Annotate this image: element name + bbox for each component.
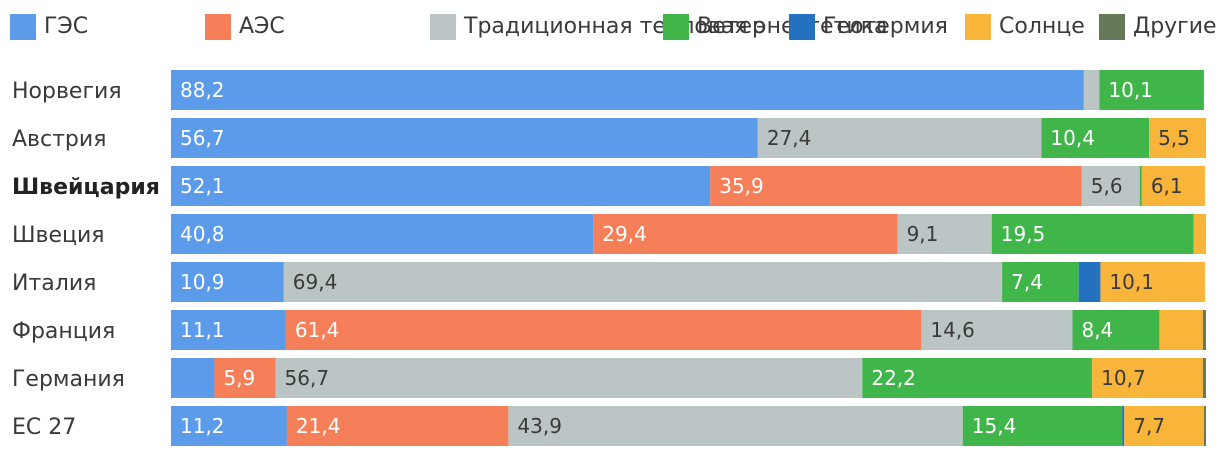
bar-segment — [1099, 70, 1204, 110]
bar-segment — [962, 406, 1123, 446]
bar-segment — [1159, 310, 1203, 350]
bar-segment — [283, 262, 1003, 302]
data-label: 27,4 — [767, 126, 812, 150]
bar-segment — [1072, 310, 1160, 350]
bar-segment — [1092, 358, 1203, 398]
data-label: 9,1 — [907, 222, 939, 246]
legend-swatch — [1099, 14, 1125, 40]
bar-segment — [285, 310, 922, 350]
bar-segment — [171, 358, 215, 398]
data-label: 10,1 — [1109, 270, 1154, 294]
bar-segment — [1202, 358, 1206, 398]
data-label: 5,6 — [1091, 174, 1123, 198]
bar-segment — [921, 310, 1073, 350]
data-label: 10,9 — [180, 270, 225, 294]
bar-segment — [1203, 406, 1206, 446]
bar-segment — [593, 214, 898, 254]
legend-swatch — [430, 14, 456, 40]
data-label: 15,4 — [972, 414, 1017, 438]
data-label: 10,1 — [1108, 78, 1153, 102]
bar-segment — [171, 406, 287, 446]
bar-segment — [710, 166, 1082, 206]
legend-label: АЭС — [239, 14, 285, 39]
data-label: 5,5 — [1158, 126, 1190, 150]
bar-segment — [171, 70, 1084, 110]
bar-segment — [508, 406, 963, 446]
bar-segment — [1141, 166, 1205, 206]
bar-segment — [171, 262, 284, 302]
legend-label: ГЭС — [44, 14, 89, 39]
category-label: Швейцария — [12, 175, 160, 200]
legend-swatch — [205, 14, 231, 40]
bar-segment — [1139, 166, 1142, 206]
data-label: 35,9 — [719, 174, 764, 198]
bar-segment — [1124, 406, 1204, 446]
data-label: 10,7 — [1101, 366, 1146, 390]
data-label: 11,1 — [180, 318, 225, 342]
legend-label: Ветер — [697, 14, 766, 39]
category-label: Норвегия — [12, 79, 122, 104]
data-label: 14,6 — [930, 318, 975, 342]
data-label: 56,7 — [285, 366, 330, 390]
legend-label: Другие — [1133, 14, 1217, 39]
bar-segment — [1193, 214, 1206, 254]
bar-segment — [286, 406, 509, 446]
bar-segment — [1122, 406, 1125, 446]
data-label: 11,2 — [180, 414, 225, 438]
data-label: 7,4 — [1011, 270, 1043, 294]
bar-segment — [1149, 118, 1206, 158]
legend-swatch — [663, 14, 689, 40]
data-label: 7,7 — [1133, 414, 1165, 438]
data-label: 29,4 — [602, 222, 647, 246]
bar-segment — [1078, 262, 1101, 302]
data-label: 10,4 — [1050, 126, 1095, 150]
bar-segment — [862, 358, 1093, 398]
category-label: Франция — [12, 319, 115, 344]
data-label: 21,4 — [296, 414, 341, 438]
category-label: Италия — [12, 271, 96, 296]
legend-swatch — [10, 14, 36, 40]
data-label: 61,4 — [295, 318, 340, 342]
bar-segment — [897, 214, 992, 254]
bar-segment — [1202, 310, 1206, 350]
data-label: 6,1 — [1151, 174, 1183, 198]
bar-segment — [1083, 70, 1100, 110]
bar-segment — [1081, 166, 1140, 206]
data-label: 19,5 — [1001, 222, 1046, 246]
data-label: 56,7 — [180, 126, 225, 150]
category-label: ЕС 27 — [12, 415, 76, 440]
legend-swatch — [789, 14, 815, 40]
data-label: 5,9 — [223, 366, 255, 390]
category-label: Германия — [12, 367, 125, 392]
bar-segment — [171, 214, 594, 254]
data-label: 43,9 — [517, 414, 562, 438]
bar-segment — [171, 118, 758, 158]
bar-segment — [275, 358, 863, 398]
data-label: 52,1 — [180, 174, 225, 198]
bar-segment — [1041, 118, 1150, 158]
legend-label: Солнце — [999, 14, 1085, 39]
data-label: 69,4 — [293, 270, 338, 294]
bar-segment — [171, 310, 286, 350]
legend-swatch — [965, 14, 991, 40]
bar-segment — [1100, 262, 1205, 302]
data-label: 22,2 — [871, 366, 916, 390]
bar-segment — [1002, 262, 1079, 302]
category-label: Австрия — [12, 127, 106, 152]
legend-label: Геотермия — [823, 14, 948, 39]
category-label: Швеция — [12, 223, 105, 248]
data-label: 40,8 — [180, 222, 225, 246]
bar-segment — [991, 214, 1194, 254]
data-label: 88,2 — [180, 78, 225, 102]
data-label: 8,4 — [1081, 318, 1113, 342]
bar-segment — [757, 118, 1042, 158]
bar-segment — [171, 166, 711, 206]
bar-segment — [214, 358, 276, 398]
